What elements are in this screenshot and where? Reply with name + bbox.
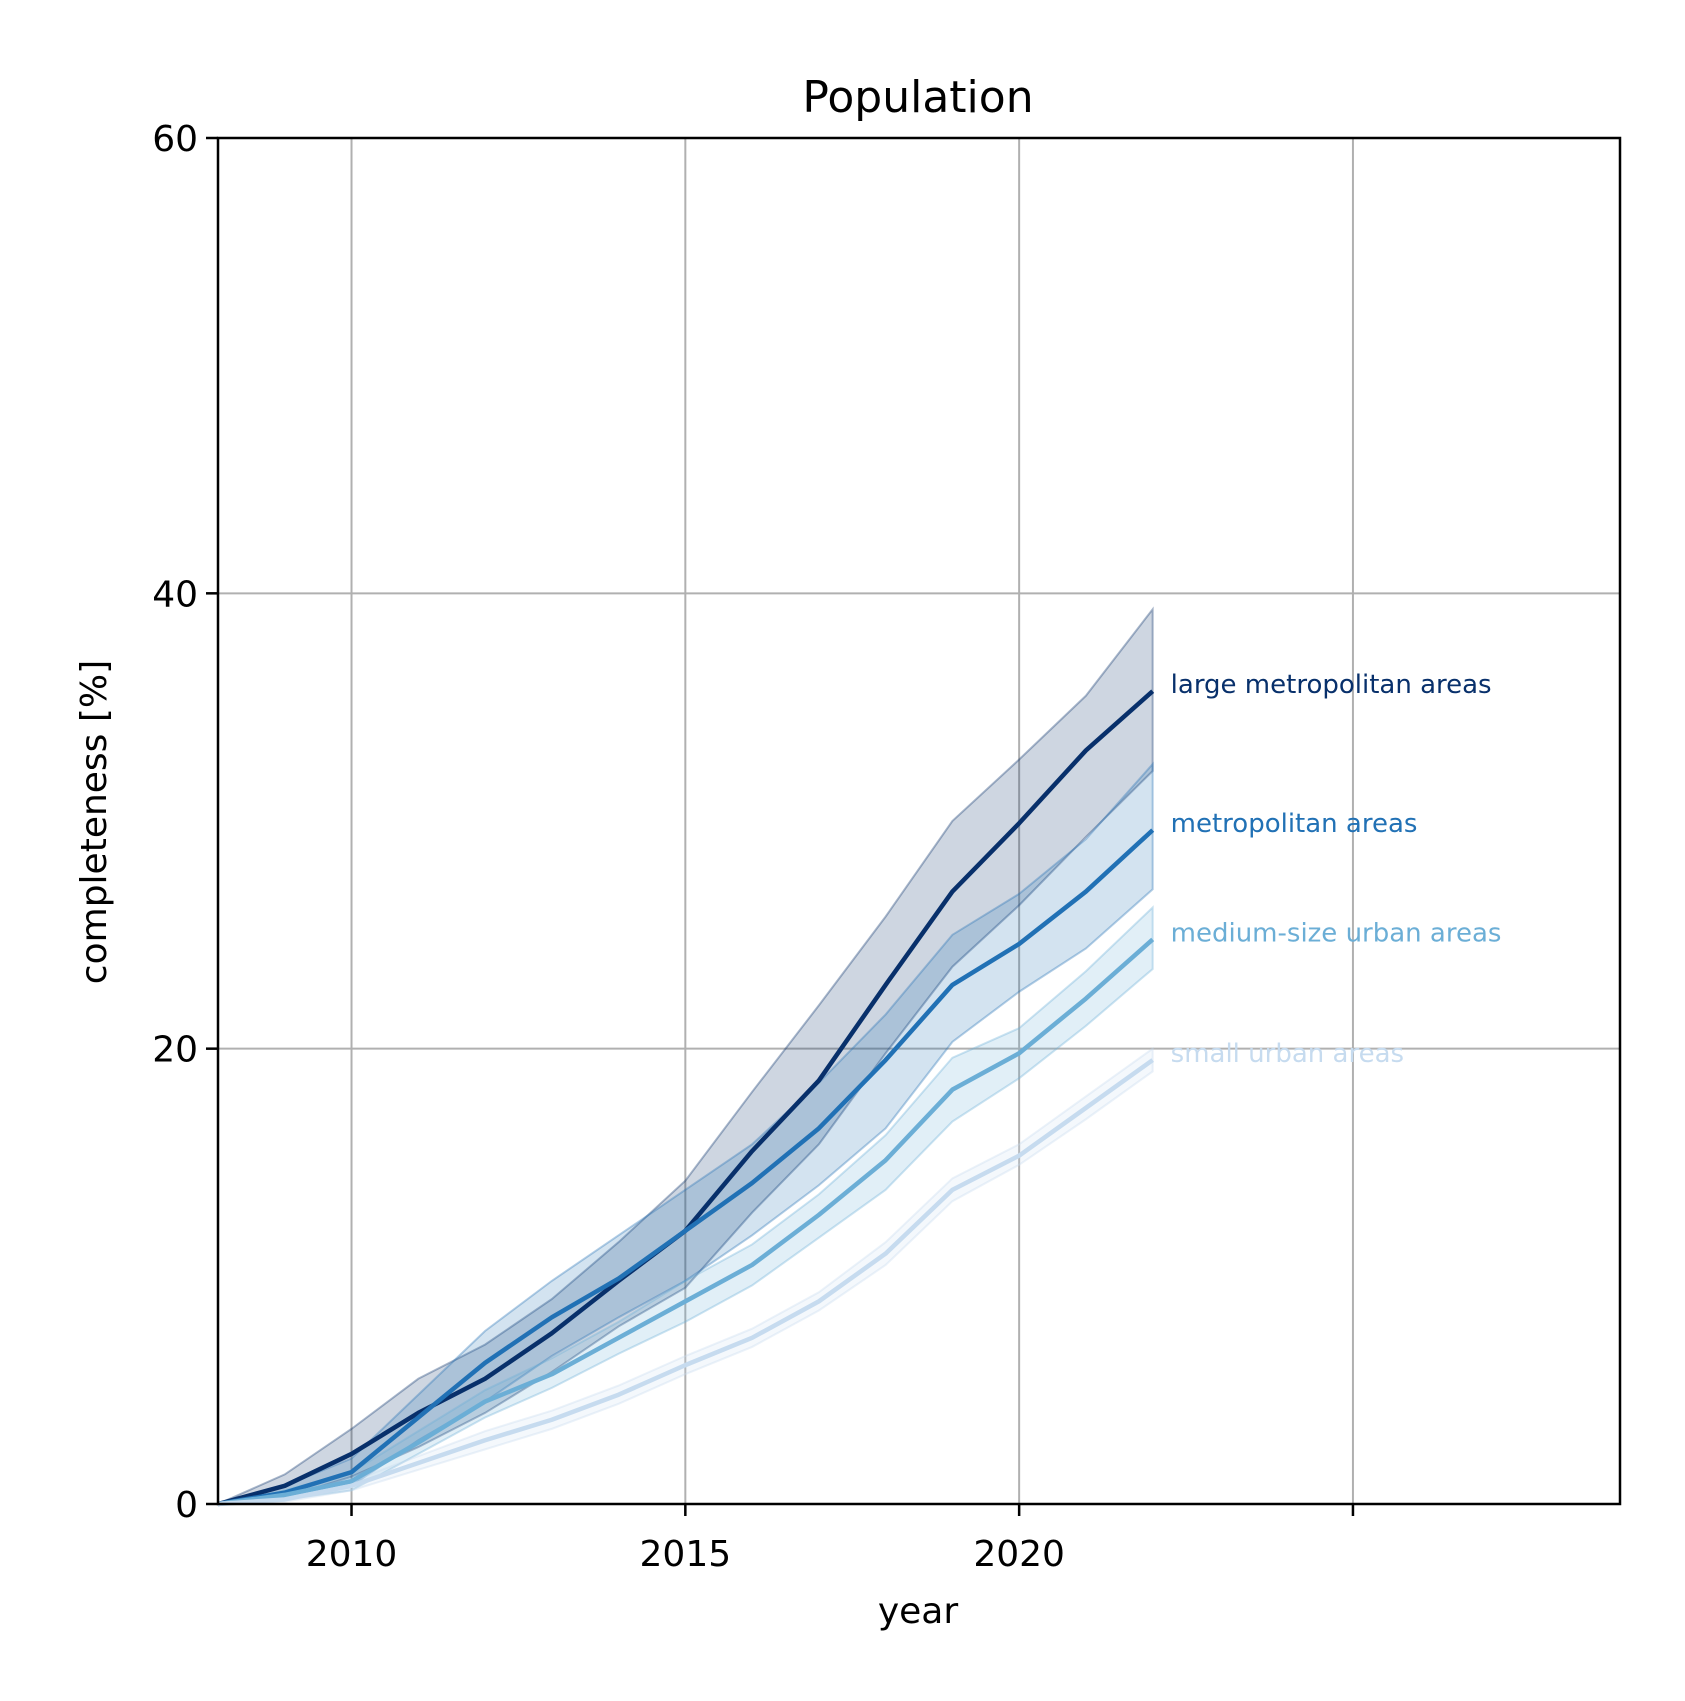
y-axis-label: completeness [%] [74, 660, 115, 984]
axes-frame [216, 136, 1622, 1506]
y-tick-label: 60 [152, 119, 198, 160]
y-tick-label: 0 [175, 1485, 198, 1526]
chart-title: Population [802, 72, 1033, 123]
y-tick-label: 40 [152, 574, 198, 615]
confidence-band [217, 905, 1154, 1505]
x-tick-label: 2020 [973, 1534, 1065, 1575]
series-line [217, 937, 1155, 1507]
series-label: metropolitan areas [1171, 809, 1418, 839]
confidence-band [217, 1046, 1154, 1505]
series-label: medium-size urban areas [1171, 918, 1502, 948]
axis-ticks: 2010 2015 2020 0 20 40 60 [152, 119, 1355, 1575]
x-tick-label: 2010 [306, 1534, 398, 1575]
series-line [217, 828, 1155, 1507]
confidence-band [217, 761, 1154, 1505]
x-tick-label: 2015 [640, 1534, 732, 1575]
series-label: large metropolitan areas [1171, 670, 1492, 700]
plot-frame [216, 136, 1622, 1506]
series-line [217, 1058, 1154, 1507]
series-label: small urban areas [1171, 1039, 1404, 1069]
series-lines [217, 689, 1155, 1507]
x-axis-label: year [878, 1591, 959, 1632]
y-tick-label: 20 [152, 1030, 198, 1071]
series-labels: large metropolitan areas metropolitan are… [1171, 670, 1502, 1069]
